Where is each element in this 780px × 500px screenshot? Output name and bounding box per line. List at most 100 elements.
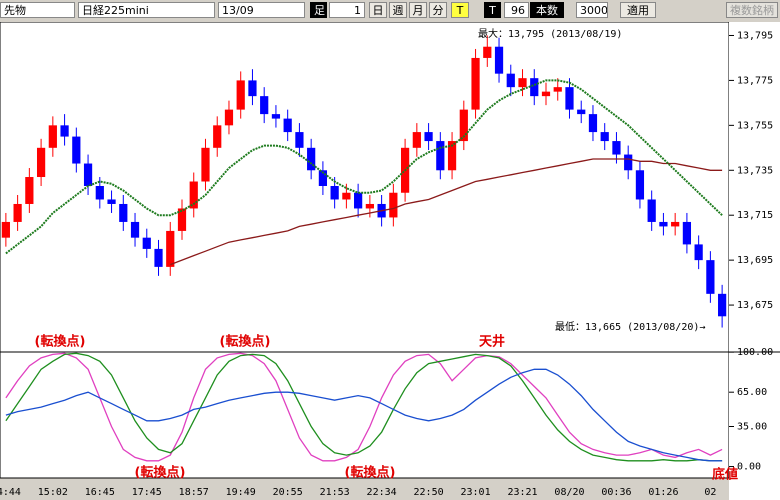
candle-body [271, 114, 281, 119]
candle-body [60, 125, 69, 137]
x-tick-label: 16:45 [85, 487, 115, 498]
y-tick-label: 100.00 [737, 347, 773, 358]
candle-body [412, 132, 421, 148]
button[interactable]: 週 [389, 2, 407, 18]
dropdown[interactable]: 先物 [0, 2, 75, 18]
y-tick-label: 13,735 [737, 165, 773, 176]
annotation: 底値 [712, 467, 738, 483]
candle-body [588, 114, 598, 133]
candle-body [201, 147, 210, 182]
candle-body [36, 147, 46, 178]
candle-body [354, 192, 363, 209]
candle-body [694, 244, 703, 261]
plot-background [0, 22, 730, 479]
candle-body [307, 147, 316, 171]
candle-body [142, 237, 151, 249]
annotation: (転換点) [220, 334, 271, 350]
chart: 13,675 13,695 13,715 13,735 13,755 13,775 13,7… [0, 22, 780, 500]
y-tick-label: 13,755 [737, 120, 773, 131]
candle-body [671, 221, 680, 227]
x-tick-label: 02 [704, 487, 716, 498]
button[interactable]: 月 [409, 2, 427, 18]
candle-body [659, 221, 668, 227]
candle-body [647, 199, 656, 222]
input[interactable]: 3000 [576, 2, 608, 18]
annotation: 天井 [479, 334, 505, 350]
dropdown[interactable]: 13/09 [218, 2, 305, 18]
candle-body [189, 181, 198, 209]
button[interactable]: 分 [429, 2, 447, 18]
candle-body [494, 46, 504, 74]
candle-body [577, 109, 586, 115]
candle-body [13, 203, 22, 222]
candle-body [635, 170, 645, 200]
candle-body [624, 154, 633, 171]
candle-body [236, 80, 245, 110]
candle-body [166, 230, 175, 267]
input[interactable]: 96 [504, 2, 529, 18]
y-tick-label: 13,715 [737, 210, 773, 221]
candle-body [330, 186, 339, 200]
y-tick-label: 13,795 [737, 30, 773, 41]
x-tick-label: 20:55 [273, 487, 303, 498]
series-line [5, 352, 723, 462]
label: 本数 [530, 2, 564, 18]
annotation: (転換点) [345, 465, 396, 481]
candle-body [72, 136, 81, 164]
candle-body [682, 221, 692, 245]
candle-body [600, 132, 609, 142]
button[interactable]: 適用 [620, 2, 656, 18]
x-tick-label: 17:45 [132, 487, 162, 498]
candle-body [83, 163, 93, 186]
candle-body [706, 260, 715, 294]
toolbar: 先物 日経225mini 13/09 足 1 日 週 月 分 T T 96 本数… [0, 0, 780, 22]
candle-body [48, 125, 57, 148]
candle-body [25, 177, 34, 204]
x-tick-label: 22:34 [367, 487, 397, 498]
candle-body [130, 221, 140, 238]
x-tick-label: 22:50 [414, 487, 444, 498]
candle-body [260, 96, 269, 115]
dropdown[interactable]: 日経225mini [78, 2, 215, 18]
candle-body [389, 192, 398, 218]
label: T [484, 2, 501, 18]
candle-body [424, 132, 433, 142]
candle-body [365, 203, 374, 209]
candle-body [506, 73, 515, 88]
candle-body [213, 125, 222, 148]
candle-body [95, 186, 104, 200]
candle-body [224, 109, 234, 126]
candle-body [177, 208, 187, 231]
x-tick-label: 01:26 [648, 487, 678, 498]
label: 足 [310, 2, 327, 18]
x-tick-label: 23:01 [460, 487, 490, 498]
x-tick-label: 23:21 [507, 487, 537, 498]
candle-body [553, 87, 562, 92]
candle-body [518, 78, 527, 88]
candle-body [530, 78, 539, 97]
button[interactable]: 複数銘柄 [726, 2, 778, 18]
annotation: (転換点) [135, 465, 186, 481]
annotation: 最大：13,795 (2013/08/19) [478, 27, 622, 40]
candle-body [447, 141, 457, 171]
candle-body [248, 80, 257, 97]
x-tick-label: 18:57 [179, 487, 209, 498]
y-tick-label: 35.00 [737, 422, 767, 433]
button[interactable]: 日 [369, 2, 387, 18]
candle-body [119, 203, 128, 222]
y-tick-label: 13,675 [737, 300, 773, 311]
series-line [170, 158, 723, 266]
y-tick-label: 0.00 [737, 462, 761, 473]
candle-body [318, 170, 328, 186]
button[interactable]: T [451, 2, 469, 18]
candle-body [1, 221, 10, 238]
input[interactable]: 1 [329, 2, 365, 18]
x-tick-label: 15:02 [38, 487, 68, 498]
candle-body [459, 109, 468, 142]
candle-body [154, 248, 163, 267]
x-tick-label: 19:49 [226, 487, 256, 498]
axis-background [729, 22, 780, 500]
candle-body [718, 293, 727, 317]
candle-body [342, 192, 351, 200]
